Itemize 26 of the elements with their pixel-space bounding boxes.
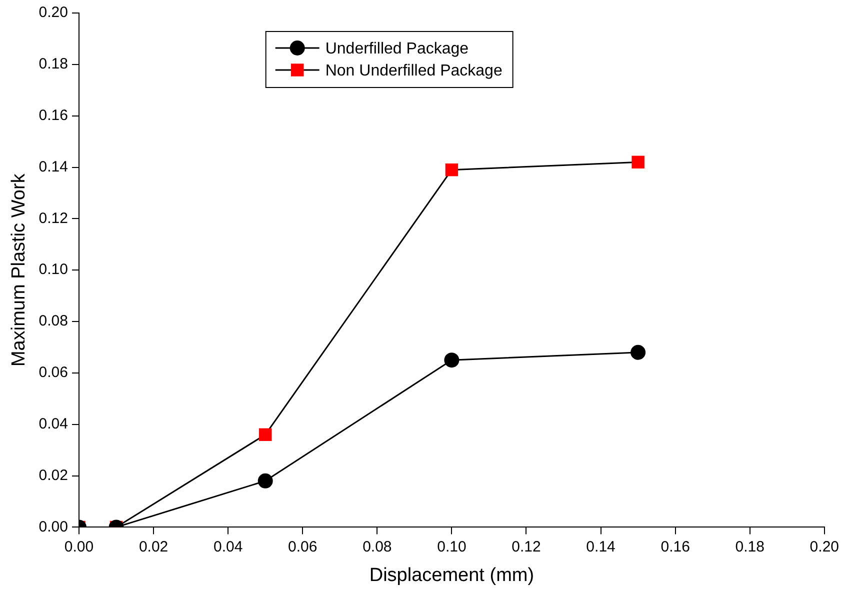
x-tick-label: 0.04 (213, 538, 243, 556)
x-tick-label: 0.14 (586, 538, 616, 556)
y-tick-label: 0.04 (38, 416, 68, 432)
y-tick-label: 0.06 (38, 364, 68, 382)
y-tick-label: 0.18 (38, 56, 68, 73)
y-tick-label: 0.20 (38, 4, 68, 22)
y-tick-label: 0.08 (38, 312, 68, 330)
legend-label: Non Underfilled Package (325, 62, 502, 80)
y-tick-label: 0.02 (38, 466, 68, 484)
y-tick-label: 0.12 (38, 210, 68, 227)
y-tick-label: 0.16 (38, 106, 68, 124)
y-tick-label: 0.10 (38, 261, 68, 278)
x-tick-label: 0.20 (810, 538, 840, 556)
legend-label: Underfilled Package (325, 40, 469, 58)
x-tick-label: 0.00 (64, 538, 94, 556)
x-axis-title: Displacement (mm) (369, 564, 534, 586)
x-tick-label: 0.10 (437, 538, 466, 556)
x-tick-label: 0.16 (660, 538, 690, 556)
y-tick-label: 0.14 (38, 158, 68, 176)
x-tick-label: 0.18 (735, 538, 764, 556)
x-tick-label: 0.02 (138, 538, 168, 556)
y-axis-title: Maximum Plastic Work (8, 173, 30, 367)
y-tick-label: 0.00 (38, 518, 68, 536)
x-tick-label: 0.06 (288, 538, 318, 556)
x-tick-label: 0.08 (362, 538, 392, 556)
x-tick-label: 0.12 (512, 538, 541, 556)
